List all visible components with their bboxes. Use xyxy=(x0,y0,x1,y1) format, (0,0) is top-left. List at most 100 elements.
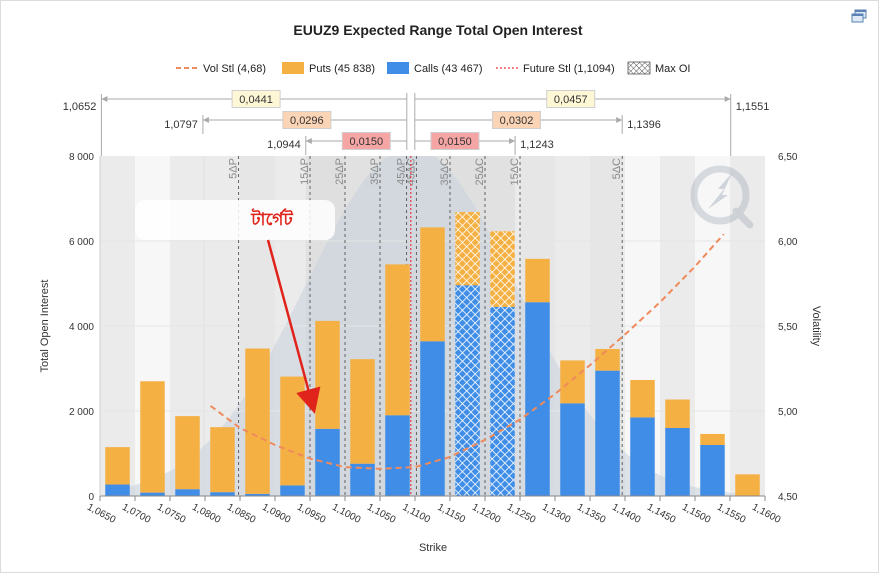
calls-bar xyxy=(665,428,690,496)
calls-bar xyxy=(140,492,165,496)
puts-bar xyxy=(455,212,480,286)
range-width-box xyxy=(546,90,596,108)
puts-bar xyxy=(175,416,200,490)
x-tick-label: 1,1300 xyxy=(540,502,573,526)
puts-bar xyxy=(385,264,410,416)
expected-range-brackets: 0,0441 0,0457 1,0652 1,1551 0,0296 0,0302 1,07… xyxy=(63,90,770,496)
calls-bar xyxy=(525,302,550,496)
y-tick-label: 2 000 xyxy=(69,407,94,418)
range-width-left: 0,0296 xyxy=(290,115,324,127)
x-tick-label: 1,1600 xyxy=(750,502,783,526)
popout-window-icon[interactable] xyxy=(851,9,867,23)
calls-bar xyxy=(595,370,620,496)
puts-bar xyxy=(525,258,550,303)
range-arrow-left xyxy=(202,117,209,123)
delta-label: 15ΔC xyxy=(509,158,521,186)
legend-label: Max OI xyxy=(655,63,690,75)
y2-axis-title: Volatility xyxy=(810,306,822,347)
y-axis-title: Total Open Interest xyxy=(39,280,51,373)
puts-bar xyxy=(490,231,515,307)
legend-label: Puts (45 838) xyxy=(309,63,375,75)
range-upper-bound: 1,1551 xyxy=(736,101,770,113)
x-tick-label: 1,1000 xyxy=(330,502,363,526)
delta-label: 35ΔC xyxy=(439,158,451,186)
puts-bar xyxy=(350,359,375,464)
range-width-right: 0,0457 xyxy=(554,94,588,106)
range-arrow-left xyxy=(101,96,108,102)
legend-label: Future Stl (1,1094) xyxy=(523,63,615,75)
calls-bar xyxy=(385,415,410,496)
puts-bar xyxy=(245,348,270,494)
x-tick-label: 1,1200 xyxy=(470,502,503,526)
logo-bolt xyxy=(708,173,732,209)
delta-label: 35ΔP xyxy=(369,158,381,185)
delta-label: 15ΔP xyxy=(299,158,311,185)
x-tick-label: 1,1050 xyxy=(365,502,398,526)
range-arrow-right xyxy=(616,117,623,123)
delta-label: 5ΔP xyxy=(228,158,240,179)
puts-bar xyxy=(210,427,235,493)
legend-label: Vol Stl (4,68) xyxy=(203,63,266,75)
y-tick-label: 6 000 xyxy=(69,237,94,248)
range-width-left: 0,0150 xyxy=(349,136,383,148)
range-width-left: 0,0441 xyxy=(239,94,273,106)
calls-bar xyxy=(420,341,445,496)
legend-label: Calls (43 467) xyxy=(414,63,482,75)
calls-bar xyxy=(280,485,305,496)
legend-calls-swatch xyxy=(387,62,409,74)
puts-bar xyxy=(140,381,165,493)
legend-maxoi-swatch xyxy=(627,61,651,75)
annotation-arrow xyxy=(266,239,321,414)
x-tick-label: 1,1150 xyxy=(435,502,467,526)
delta-label: 5ΔC xyxy=(611,158,623,179)
puts-bar xyxy=(735,474,760,496)
x-tick-label: 1,1400 xyxy=(610,502,643,526)
x-tick-label: 1,0650 xyxy=(85,502,118,526)
y-tick-label: 8 000 xyxy=(69,152,94,163)
range-width-box xyxy=(231,90,281,108)
x-tick-label: 1,0900 xyxy=(260,502,293,526)
range-lower-bound: 1,0652 xyxy=(63,101,97,113)
calls-bar xyxy=(560,403,585,496)
x-tick-label: 1,1450 xyxy=(645,502,678,526)
x-tick-label: 1,1350 xyxy=(575,502,608,526)
puts-bar xyxy=(420,227,445,342)
vol-settlement-line xyxy=(209,233,725,470)
x-tick-label: 1,1250 xyxy=(505,502,538,526)
puts-bar xyxy=(105,447,130,485)
range-arrow-left xyxy=(305,138,312,144)
calls-bar xyxy=(175,489,200,496)
delta-label: 45ΔP xyxy=(396,158,408,185)
x-axis-title: Strike xyxy=(419,542,447,554)
range-width-box xyxy=(492,111,541,129)
puts-bar xyxy=(700,433,725,445)
delta-label: 45ΔC xyxy=(405,158,417,186)
y-tick-label: 0 xyxy=(88,492,94,503)
calls-bar xyxy=(490,306,515,496)
range-lower-bound: 1,0797 xyxy=(164,119,198,131)
range-width-right: 0,0150 xyxy=(438,136,472,148)
annotation-text: টার্গেট xyxy=(250,208,293,229)
logo-ring xyxy=(690,165,750,225)
puts-bar xyxy=(280,376,305,486)
x-tick-label: 1,0850 xyxy=(225,502,258,526)
logo-handle xyxy=(732,207,754,229)
logo-watermark xyxy=(690,165,754,229)
puts-bar xyxy=(560,360,585,404)
range-arrow-right xyxy=(509,138,516,144)
range-lower-bound: 1,0944 xyxy=(267,139,301,151)
puts-bar xyxy=(595,348,620,371)
puts-bar xyxy=(315,320,340,429)
delta-label: 25ΔP xyxy=(334,158,346,185)
range-upper-bound: 1,1243 xyxy=(520,139,554,151)
calls-bar xyxy=(700,445,725,496)
puts-bar xyxy=(665,399,690,428)
calls-bar xyxy=(455,285,480,496)
y2-tick-label: 4,50 xyxy=(778,492,798,503)
chart-title: EUUZ9 Expected Range Total Open Interest xyxy=(293,22,582,38)
x-tick-label: 1,0700 xyxy=(120,502,153,526)
range-width-box xyxy=(430,132,480,150)
calls-bar xyxy=(105,484,130,496)
